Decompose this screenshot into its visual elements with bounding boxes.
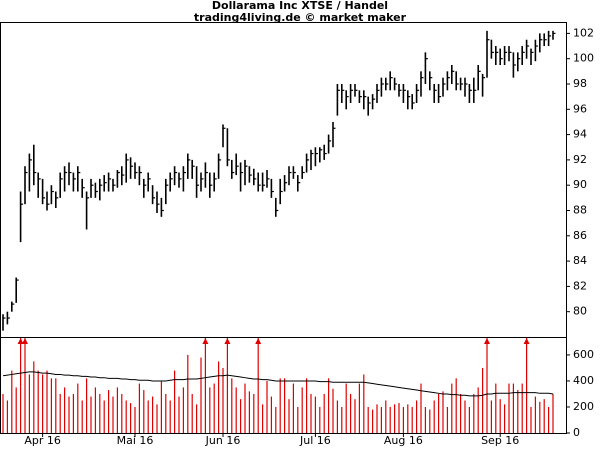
y-tick-label: 90 <box>573 178 587 191</box>
y2-tick-label: 200 <box>573 400 594 413</box>
y-tick-label: 82 <box>573 279 587 292</box>
x-tick-label: Sep 16 <box>481 434 519 447</box>
y-tick-label: 92 <box>573 153 587 166</box>
price-panel <box>0 22 567 338</box>
y-tick-label: 80 <box>573 305 587 318</box>
volume-overflow-arrow <box>484 338 490 344</box>
x-tick-label: Mai 16 <box>117 434 154 447</box>
y-tick-label: 94 <box>573 128 587 141</box>
volume-overflow-arrow <box>17 338 24 344</box>
volume-overflow-arrow <box>22 338 28 344</box>
x-tick-label: Apr 16 <box>24 434 61 447</box>
y2-tick-label: 400 <box>573 374 594 387</box>
volume-overflow-arrow <box>202 338 209 344</box>
chart-subtitle: trading4living.de © market maker <box>194 11 407 24</box>
y2-tick-label: 0 <box>573 426 580 439</box>
y-tick-label: 86 <box>573 229 587 242</box>
x-tick-label: Aug 16 <box>384 434 423 447</box>
x-tick-label: Jul 16 <box>299 434 331 447</box>
y-tick-label: 84 <box>573 254 587 267</box>
volume-overflow-arrow <box>255 338 262 344</box>
y-tick-label: 88 <box>573 203 587 216</box>
volume-moving-average <box>2 371 554 397</box>
volume-overflow-arrow <box>523 338 530 344</box>
y-tick-label: 96 <box>573 102 587 115</box>
y-tick-label: 100 <box>573 52 594 65</box>
chart-title: Dollarama Inc XTSE / Handel <box>212 0 388 12</box>
y-tick-label: 102 <box>573 26 594 39</box>
volume-overflow-arrow <box>224 338 231 344</box>
y2-tick-label: 600 <box>573 348 594 361</box>
y-tick-label: 98 <box>573 77 587 90</box>
x-tick-label: Jun 16 <box>205 434 241 447</box>
volume-panel <box>0 337 567 434</box>
